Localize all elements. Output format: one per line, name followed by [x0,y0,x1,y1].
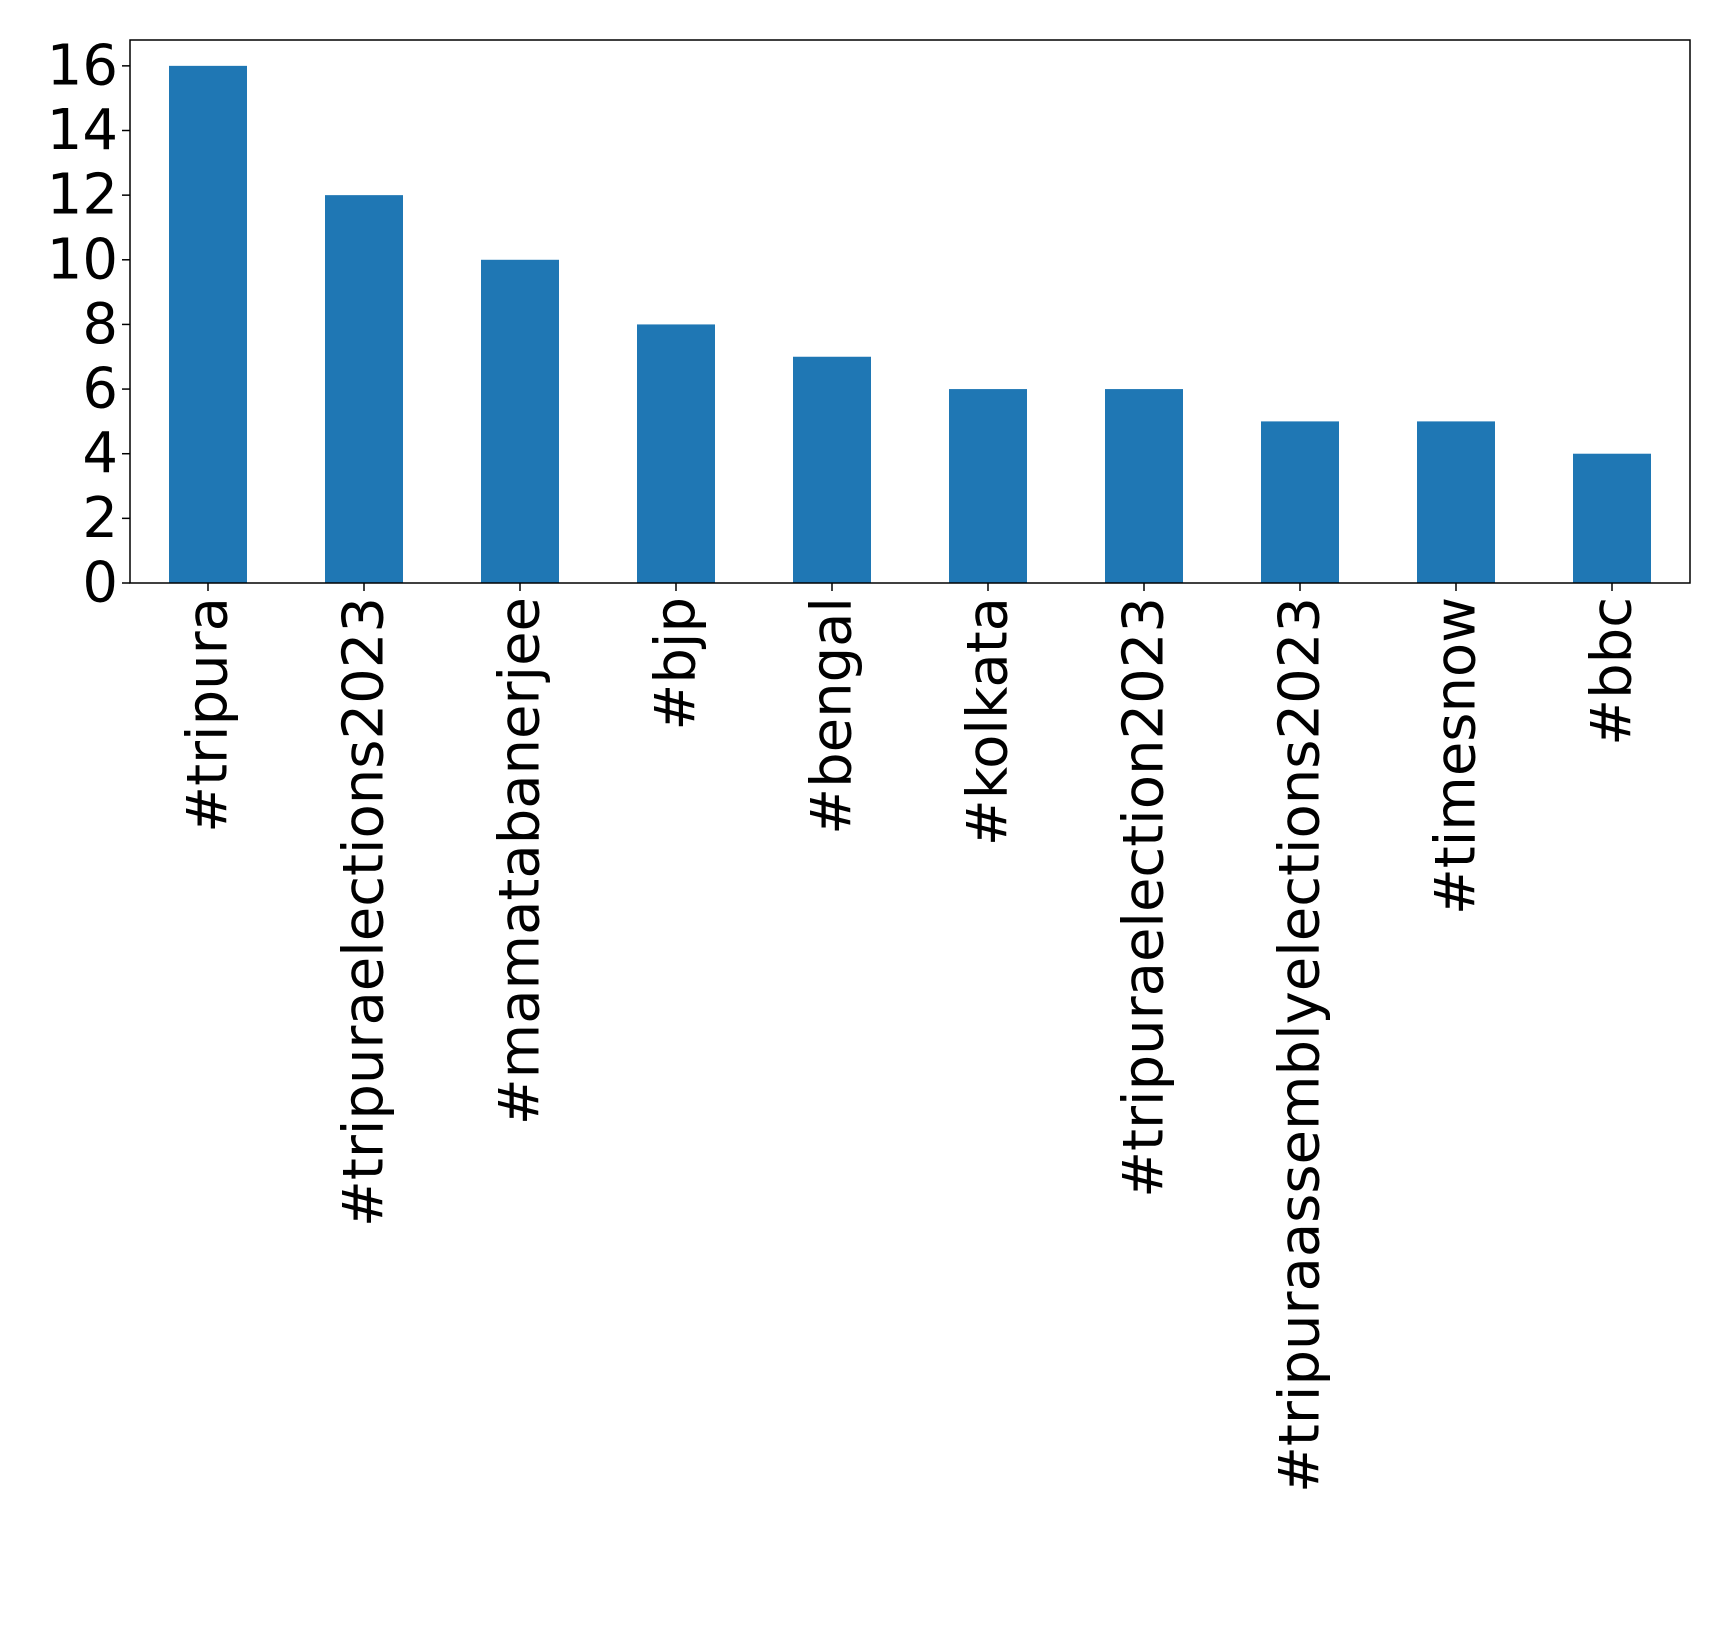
plot-frame [129,39,1691,584]
bar-bjp [637,324,715,583]
x-axis: #tripura #tripuraelections2023 #mamatabane… [176,583,1645,1493]
x-tick-label: #bengal [800,597,865,835]
x-tick-label: #tripura [176,597,241,833]
y-tick-label: 14 [47,98,118,163]
y-tick-label: 12 [47,163,118,228]
y-tick-label: 10 [47,227,118,292]
bar-bbc [1573,453,1651,583]
bar-tripuraelection2023 [1105,389,1183,583]
bar-tripuraassemblyelections2023 [1261,421,1339,583]
x-tick-label: #timesnow [1424,597,1489,915]
bar-kolkata [949,389,1027,583]
x-tick-label: #mamatabanerjee [488,597,553,1125]
y-tick-label: 16 [47,33,118,98]
y-tick-label: 6 [82,357,118,422]
x-tick-label: #bbc [1580,597,1645,746]
x-tick-label: #kolkata [956,597,1021,846]
bar-mamatabanerjee [481,259,559,583]
bar-tripuraelections2023 [325,195,403,583]
bar-timesnow [1417,421,1495,583]
y-tick-label: 4 [82,421,118,486]
bar-bengal [793,356,871,583]
bar-tripura [169,65,247,584]
y-tick-label: 2 [82,486,118,551]
x-tick-label: #bjp [644,597,709,731]
y-tick-label: 0 [82,551,118,616]
x-tick-label: #tripuraelection2023 [1112,597,1177,1198]
x-tick-label: #tripuraelections2023 [332,597,397,1227]
y-tick-label: 8 [82,292,118,357]
bars-group [169,65,1651,584]
x-tick-label: #tripuraassemblyelections2023 [1268,597,1333,1493]
